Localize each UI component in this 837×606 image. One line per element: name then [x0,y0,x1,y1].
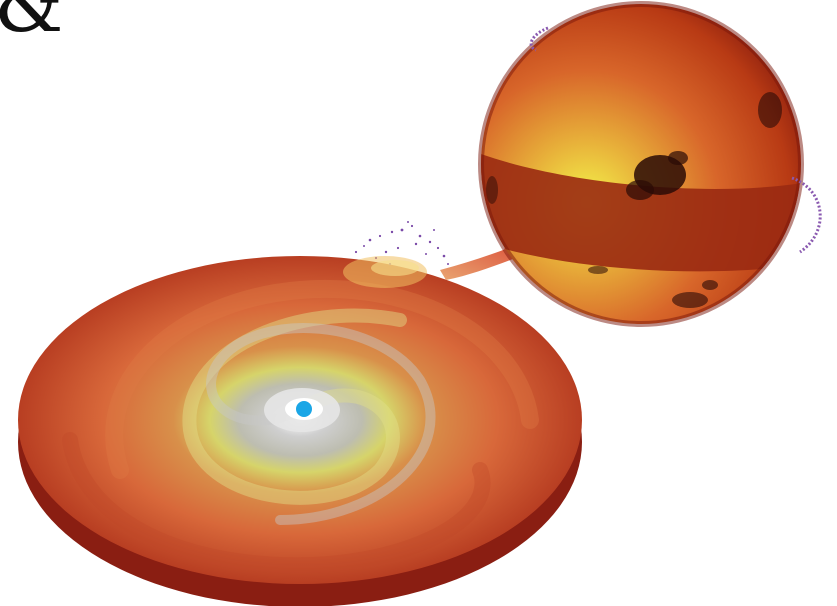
star-equatorial-band [481,150,801,272]
starspots [486,92,782,308]
hot-spot [343,256,427,288]
corner-glyph: & [0,0,64,50]
disk-spiral-arms [62,279,539,574]
donor-star [478,1,804,327]
accretor-dot [296,401,312,417]
gas-spray [354,221,449,266]
prominences [529,26,822,254]
